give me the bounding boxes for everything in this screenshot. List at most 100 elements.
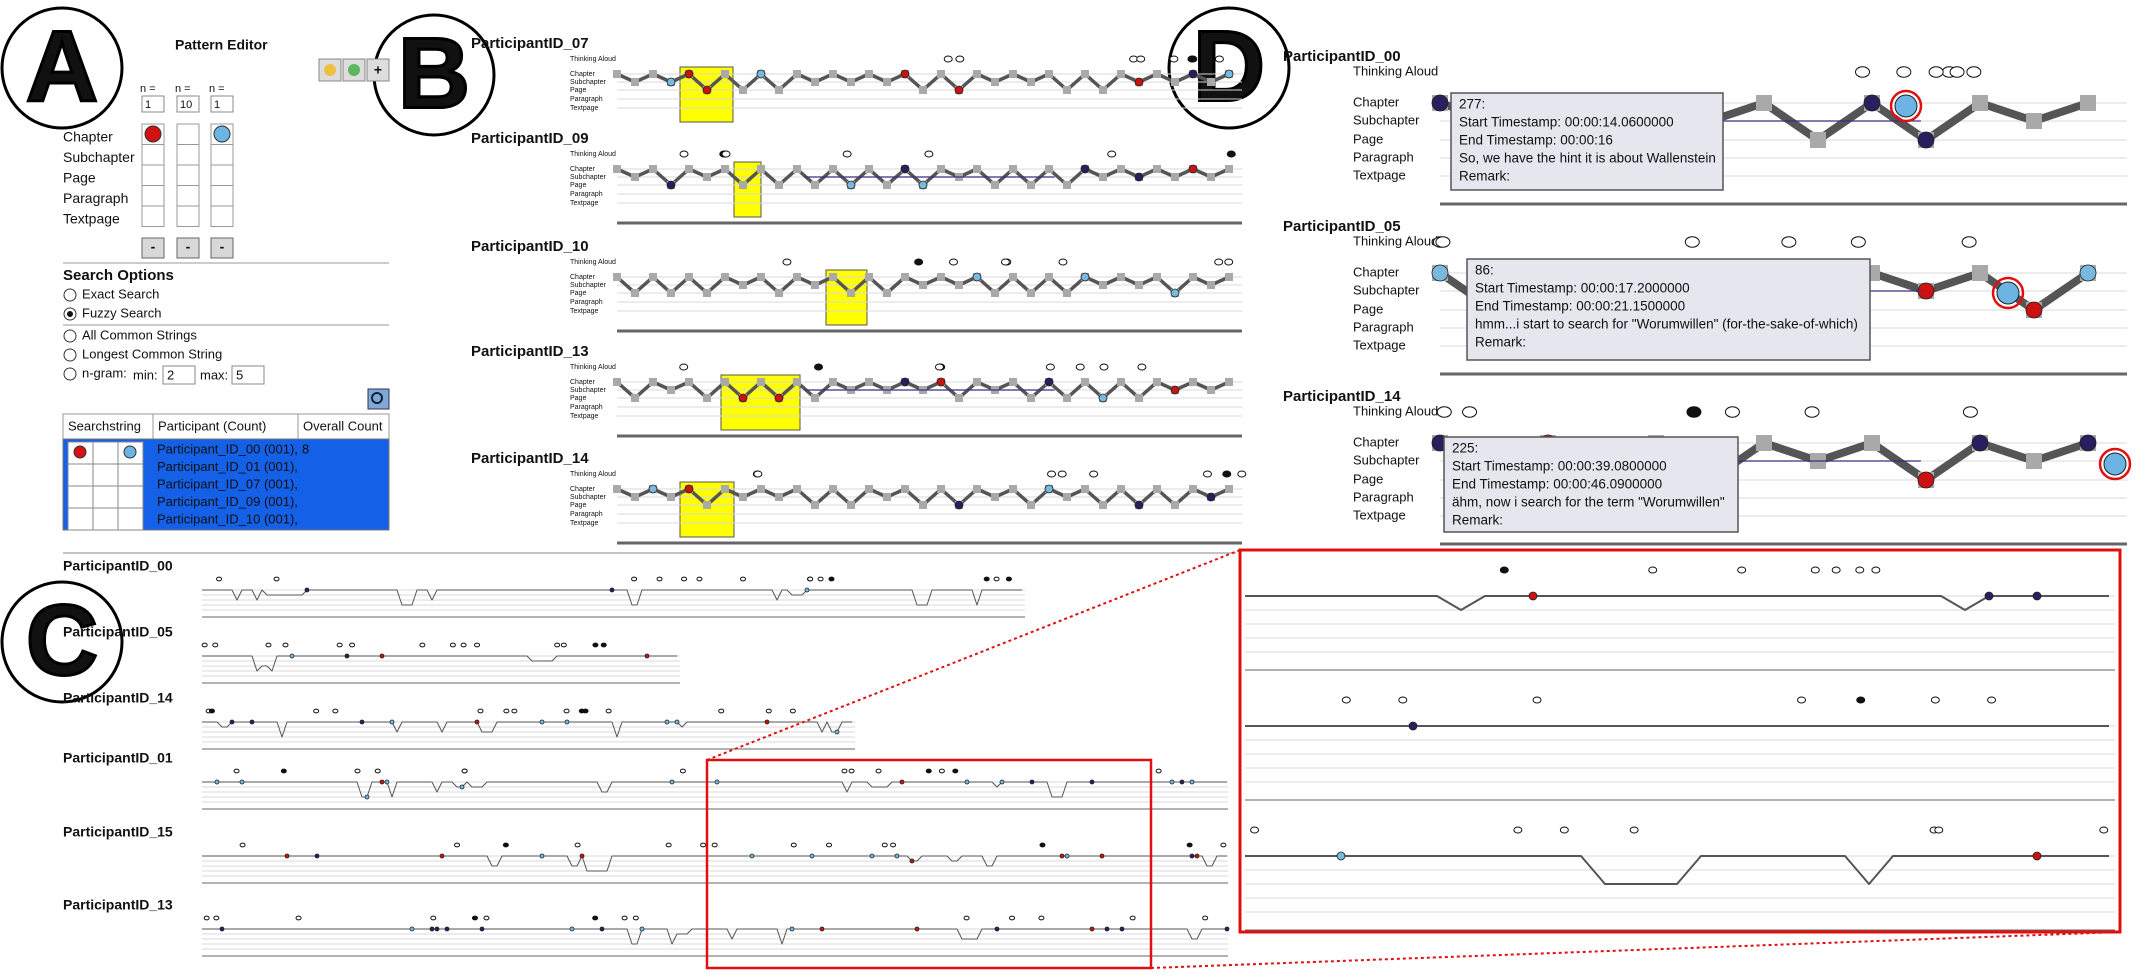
n-input[interactable] <box>176 95 200 113</box>
path-line <box>202 855 1227 872</box>
node <box>703 394 711 402</box>
node <box>883 493 891 501</box>
node <box>2026 113 2042 129</box>
event-dot <box>409 926 415 932</box>
event-dot <box>964 779 970 785</box>
radio-button[interactable] <box>63 288 77 302</box>
participant-label: ParticipantID_14 <box>1283 388 1401 405</box>
node <box>1756 95 1772 111</box>
pattern-cell[interactable] <box>176 144 200 166</box>
remove-button[interactable] <box>210 237 234 259</box>
speech-bubble <box>1089 470 1099 478</box>
pattern-cell[interactable] <box>141 205 165 227</box>
node <box>955 394 963 402</box>
node <box>1063 181 1071 189</box>
radio-button[interactable] <box>63 367 77 381</box>
speech-bubble <box>681 576 688 582</box>
node <box>739 181 747 189</box>
node <box>1153 70 1161 78</box>
radio-button[interactable] <box>63 329 77 343</box>
node <box>955 281 963 289</box>
radio-button[interactable] <box>63 348 77 362</box>
event-dot <box>1080 272 1090 282</box>
event-dot <box>900 69 910 79</box>
n-label: n = <box>175 83 191 95</box>
level-label: Page <box>570 395 586 402</box>
speech-bubble <box>1686 406 1702 418</box>
node <box>937 70 945 78</box>
level-label: Textpage <box>63 211 120 227</box>
pattern-cell[interactable] <box>210 185 234 207</box>
tooltip-line: Start Timestamp: 00:00:14.0600000 <box>1459 115 1674 130</box>
speech-bubble <box>1237 470 1247 478</box>
speech-bubble <box>1398 696 1408 704</box>
speech-bubble <box>1039 842 1046 848</box>
pattern-cell[interactable] <box>210 205 234 227</box>
node <box>811 394 819 402</box>
pattern-cell[interactable] <box>176 205 200 227</box>
tooltip-line: 86: <box>1475 263 1494 278</box>
node <box>1099 173 1107 181</box>
mini-dot <box>73 445 87 459</box>
level-label: Textpage <box>570 308 599 315</box>
node <box>685 165 693 173</box>
pattern-cell[interactable] <box>141 144 165 166</box>
speech-bubble <box>354 768 361 774</box>
node <box>991 181 999 189</box>
speech-bubble <box>1648 566 1658 574</box>
zoom-connector <box>706 549 1241 761</box>
add-button[interactable] <box>366 58 390 82</box>
speech-bubble <box>1532 696 1542 704</box>
node <box>919 86 927 94</box>
pattern-cell[interactable] <box>176 185 200 207</box>
remove-button[interactable] <box>176 237 200 259</box>
speech-bubble <box>216 576 223 582</box>
pattern-cell[interactable] <box>210 164 234 186</box>
speech-bubble <box>1202 470 1212 478</box>
selected-event <box>2103 452 2127 476</box>
pattern-cell[interactable] <box>141 164 165 186</box>
node <box>721 485 729 493</box>
speech-bubble <box>1804 406 1820 418</box>
speech-bubble <box>1000 258 1010 266</box>
remove-button[interactable] <box>141 237 165 259</box>
speech-bubble <box>721 150 731 158</box>
speech-bubble <box>419 642 426 648</box>
speech-bubble <box>782 258 792 266</box>
n-input[interactable] <box>141 95 165 113</box>
speech-bubble <box>212 642 219 648</box>
level-label: Paragraph <box>570 191 603 198</box>
node <box>847 289 855 297</box>
node <box>829 165 837 173</box>
speech-bubble <box>1137 363 1147 371</box>
panel-circle <box>1167 6 1291 130</box>
node <box>1117 70 1125 78</box>
min-input[interactable] <box>162 365 196 385</box>
node <box>973 378 981 386</box>
speech-bubble <box>631 576 638 582</box>
node <box>1117 165 1125 173</box>
timeline <box>202 768 1228 810</box>
pattern-cell[interactable] <box>176 123 200 145</box>
n-input[interactable] <box>210 95 234 113</box>
speech-bubble <box>2099 826 2109 834</box>
node <box>631 493 639 501</box>
speech-bubble <box>265 642 272 648</box>
event-dot <box>459 784 465 790</box>
event-dot <box>1099 853 1105 859</box>
event-dot <box>289 653 295 659</box>
max-input[interactable] <box>231 365 265 385</box>
search-icon <box>371 392 383 404</box>
speech-bubble <box>1684 236 1700 248</box>
pattern-cell[interactable] <box>176 164 200 186</box>
pattern-cell[interactable] <box>141 185 165 207</box>
node <box>793 378 801 386</box>
pattern-cell[interactable] <box>210 144 234 166</box>
event-dot <box>738 393 748 403</box>
toolbar-icon <box>348 64 360 76</box>
speech-bubble <box>295 915 302 921</box>
node <box>1027 78 1035 86</box>
node <box>739 86 747 94</box>
level-label: Chapter <box>63 129 113 145</box>
node <box>1189 378 1197 386</box>
